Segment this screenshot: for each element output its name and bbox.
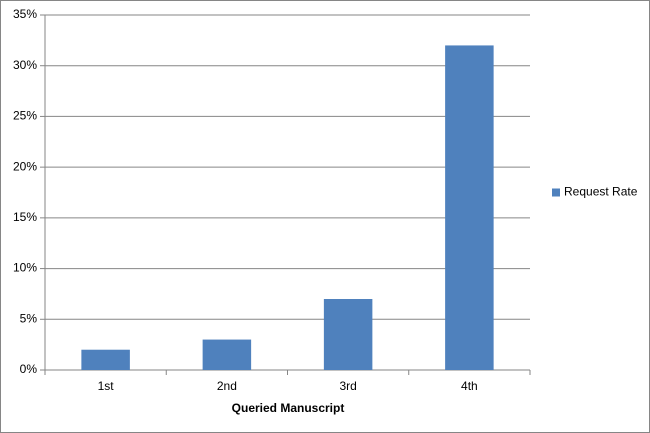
legend-label: Request Rate — [564, 185, 638, 199]
y-tick-label: 0% — [20, 362, 38, 376]
bar — [202, 339, 252, 370]
bar — [445, 45, 494, 371]
x-tick-label: 4th — [461, 379, 478, 393]
y-tick-label: 35% — [13, 7, 37, 21]
x-axis-title: Queried Manuscript — [232, 401, 345, 415]
x-tick-label: 1st — [98, 379, 115, 393]
x-tick-label: 3rd — [339, 379, 356, 393]
bar — [81, 349, 130, 370]
y-tick-label: 20% — [13, 159, 37, 173]
y-tick-label: 5% — [20, 311, 38, 325]
bar — [323, 299, 373, 370]
y-tick-label: 30% — [13, 58, 37, 72]
y-tick-label: 25% — [13, 109, 37, 123]
x-tick-label: 2nd — [217, 379, 237, 393]
legend-swatch — [552, 188, 560, 197]
y-tick-label: 15% — [13, 210, 37, 224]
y-tick-label: 10% — [13, 261, 37, 275]
